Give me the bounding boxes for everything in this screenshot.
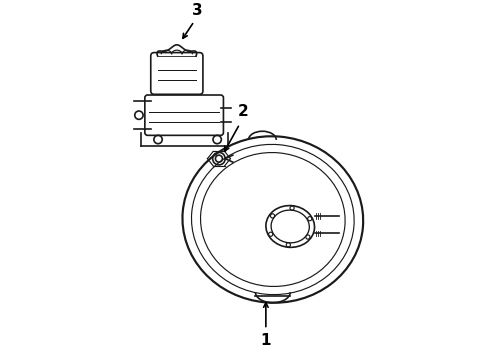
Text: 2: 2 xyxy=(238,104,248,119)
FancyBboxPatch shape xyxy=(151,53,203,94)
Text: 1: 1 xyxy=(261,333,271,348)
FancyBboxPatch shape xyxy=(145,95,223,135)
Text: 3: 3 xyxy=(193,3,203,18)
